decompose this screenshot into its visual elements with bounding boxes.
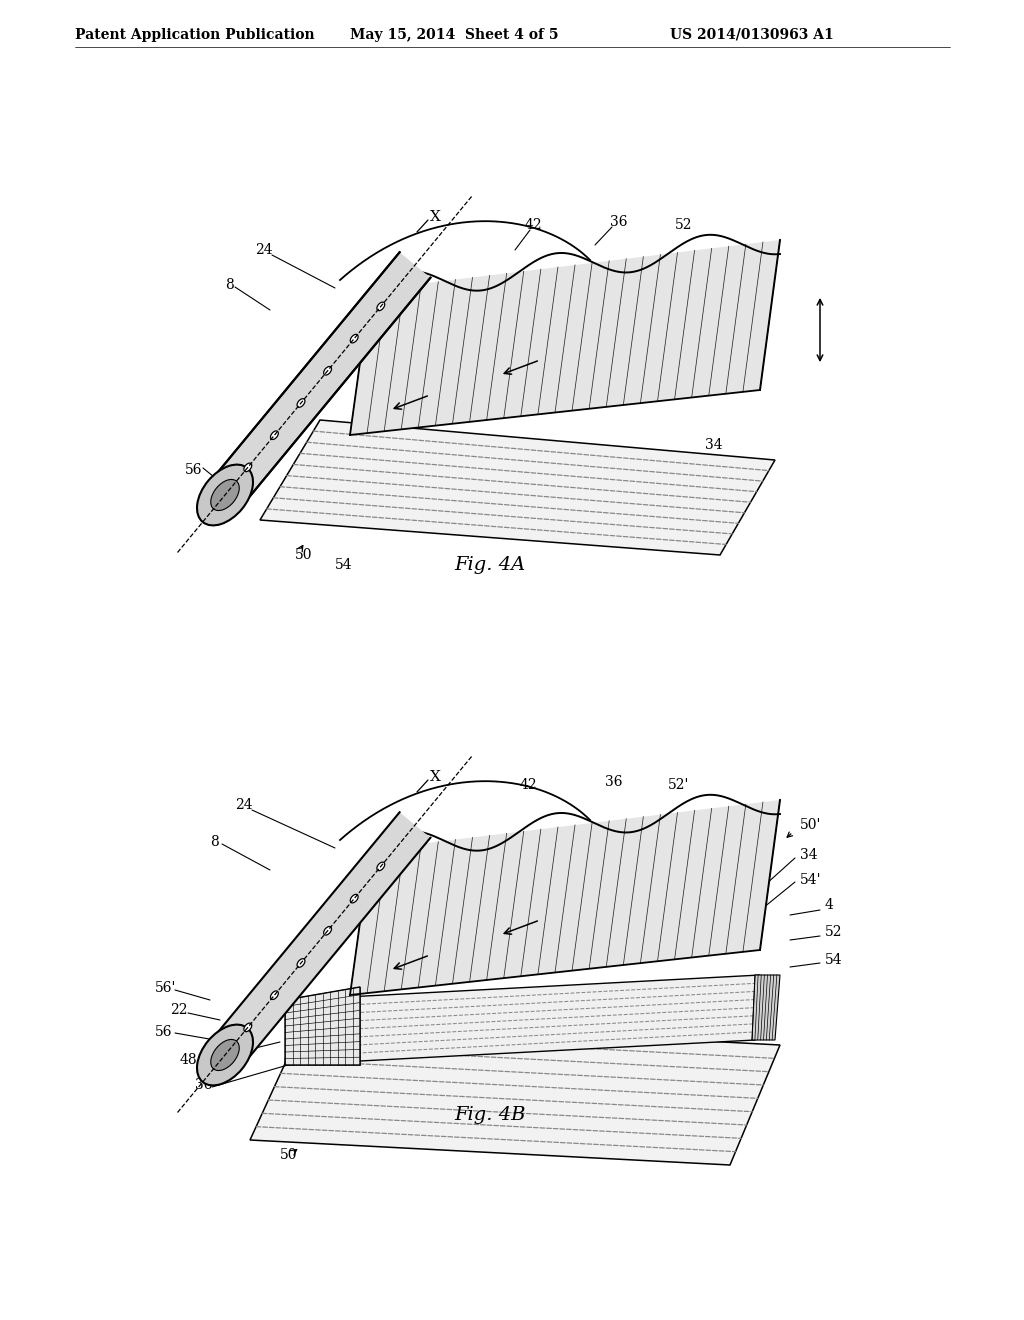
Ellipse shape [244,463,252,471]
Text: 36: 36 [195,1078,213,1092]
Text: 50: 50 [295,548,312,562]
Ellipse shape [270,991,279,999]
Polygon shape [350,240,780,436]
Text: 54: 54 [825,953,843,968]
Text: 52: 52 [825,925,843,939]
Polygon shape [285,987,360,1065]
Text: 36: 36 [610,215,628,228]
Ellipse shape [297,958,305,968]
Text: 50': 50' [800,818,821,832]
Text: 50: 50 [280,1148,298,1162]
Text: X: X [430,210,441,224]
Ellipse shape [211,1039,240,1071]
Ellipse shape [377,302,385,310]
Ellipse shape [270,430,279,440]
Text: 24: 24 [255,243,272,257]
Text: 36: 36 [605,775,623,789]
Text: 52': 52' [668,777,689,792]
Text: 56': 56' [155,981,176,995]
Ellipse shape [377,862,385,871]
Polygon shape [350,800,780,995]
Text: 56: 56 [155,1026,172,1039]
Text: 54': 54' [800,873,821,887]
Ellipse shape [197,1024,253,1085]
Text: Fig. 4B: Fig. 4B [455,1106,525,1125]
Text: 22: 22 [170,1003,187,1016]
Text: 4: 4 [825,898,834,912]
Text: 52: 52 [675,218,692,232]
Polygon shape [285,975,760,1065]
Text: US 2014/0130963 A1: US 2014/0130963 A1 [670,28,834,42]
Text: 8: 8 [210,836,219,849]
Polygon shape [250,1020,780,1166]
Ellipse shape [197,465,253,525]
Ellipse shape [211,479,240,511]
Ellipse shape [350,334,358,343]
Text: Patent Application Publication: Patent Application Publication [75,28,314,42]
Polygon shape [210,812,430,1068]
Text: May 15, 2014  Sheet 4 of 5: May 15, 2014 Sheet 4 of 5 [350,28,558,42]
Text: 42: 42 [520,777,538,792]
Text: 34: 34 [705,438,723,451]
Polygon shape [260,420,775,554]
Text: 24: 24 [234,799,253,812]
Text: 8: 8 [225,279,233,292]
Ellipse shape [297,399,305,408]
Text: 48: 48 [180,1053,198,1067]
Polygon shape [752,975,780,1040]
Ellipse shape [324,927,332,935]
Text: 54: 54 [335,558,352,572]
Ellipse shape [244,1023,252,1032]
Text: 42: 42 [525,218,543,232]
Ellipse shape [350,894,358,903]
Ellipse shape [324,367,332,375]
Text: Fig. 4A: Fig. 4A [455,556,525,574]
Polygon shape [210,252,430,508]
Text: 56: 56 [185,463,203,477]
Text: X: X [430,770,441,784]
Text: 34: 34 [800,847,817,862]
